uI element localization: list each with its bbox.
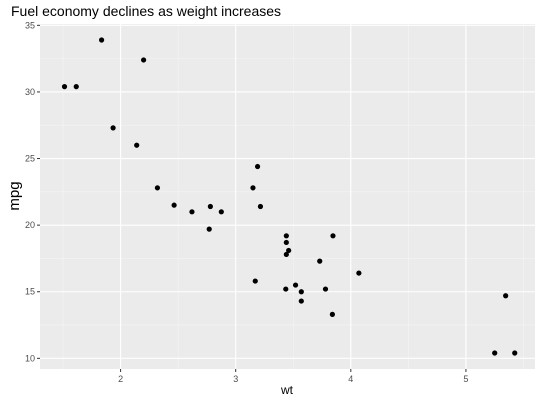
data-point [356, 270, 362, 276]
data-point [250, 185, 256, 191]
data-point [283, 286, 289, 292]
data-point [317, 258, 323, 264]
data-point [503, 293, 509, 299]
data-point [171, 202, 177, 208]
y-axis: 10 15 20 25 30 35 [25, 20, 40, 363]
x-axis-title: wt [280, 383, 294, 397]
data-point [73, 84, 79, 90]
minor-gridlines [40, 24, 535, 369]
data-point [141, 57, 147, 63]
data-point [283, 233, 289, 239]
data-point [110, 125, 116, 131]
data-point [283, 239, 289, 246]
data-point [257, 203, 264, 210]
y-tick-label: 35 [25, 20, 35, 30]
x-tick-label: 2 [118, 374, 123, 384]
data-point [154, 185, 161, 191]
data-point [492, 350, 498, 356]
x-tick-label: 3 [233, 374, 238, 384]
data-point [298, 289, 304, 295]
plot-panel [40, 24, 535, 369]
x-tick-label: 5 [463, 374, 468, 384]
data-point [218, 209, 224, 215]
data-point [298, 298, 304, 304]
data-point [207, 203, 213, 210]
data-point [283, 251, 289, 258]
data-point [292, 282, 299, 288]
x-axis: 2 3 4 5 [118, 369, 468, 384]
data-points [61, 37, 518, 356]
data-point [330, 233, 336, 239]
major-gridlines [40, 24, 535, 369]
y-axis-title: mpg [6, 181, 23, 210]
data-point [286, 247, 292, 254]
data-point [254, 163, 261, 170]
data-point [98, 37, 105, 43]
data-point [61, 84, 68, 90]
data-point [322, 286, 329, 292]
data-point [189, 209, 195, 215]
y-tick-label: 10 [25, 353, 35, 363]
data-point [329, 311, 335, 317]
x-tick-label: 4 [348, 374, 353, 384]
data-point [252, 278, 258, 284]
data-point [512, 350, 518, 356]
chart-title: Fuel economy declines as weight increase… [11, 3, 281, 19]
y-tick-label: 20 [25, 220, 35, 230]
data-point [134, 142, 140, 148]
y-tick-label: 15 [25, 287, 35, 297]
data-point [206, 226, 212, 232]
y-tick-label: 25 [25, 154, 35, 164]
y-tick-label: 30 [25, 87, 35, 97]
